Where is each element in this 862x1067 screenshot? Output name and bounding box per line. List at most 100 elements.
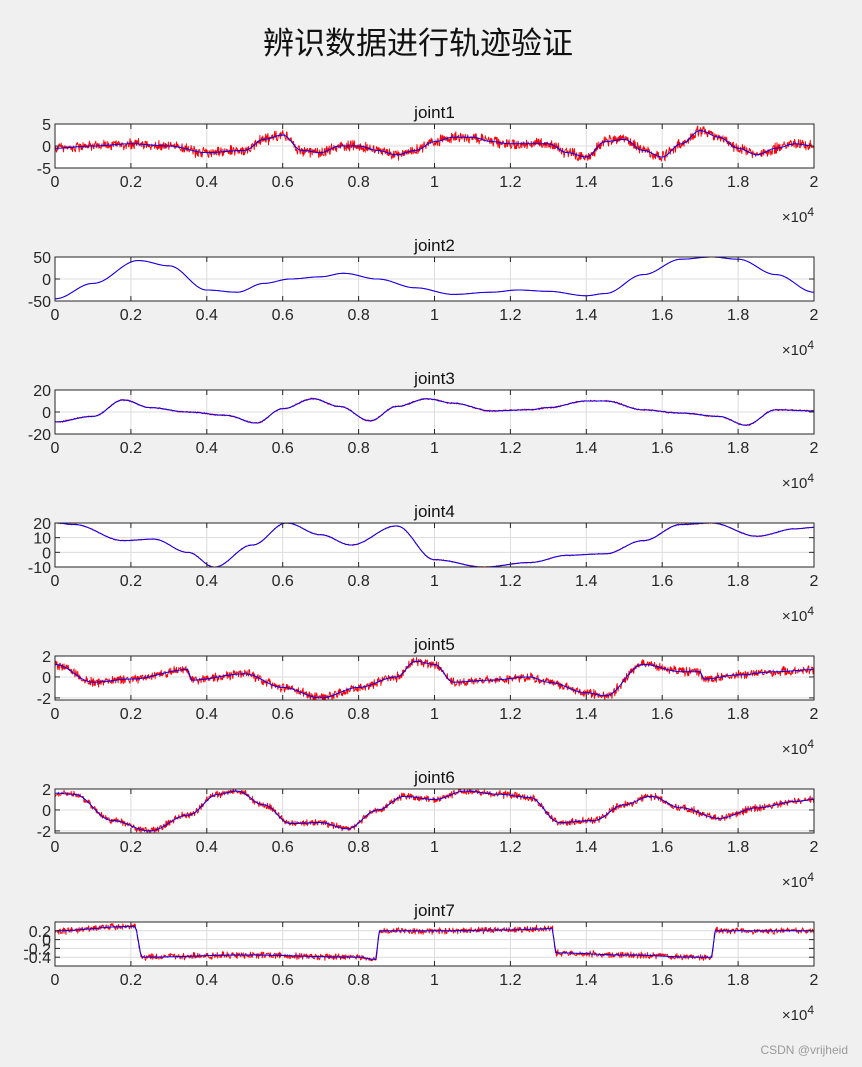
y-tick-label: 50 [33, 250, 51, 267]
x-tick-label: 1.6 [651, 573, 673, 590]
axes-title: joint2 [413, 236, 455, 255]
x-exponent-label: ×104 [782, 604, 814, 625]
axes-title: joint3 [413, 369, 455, 388]
series-line-blue [55, 660, 814, 699]
x-tick-label: 1.4 [575, 706, 597, 723]
x-tick-label: 0 [51, 174, 60, 191]
axes-joint2: 0 0.2 0.4 0.6 0.8 1 1.2 1.4 1.6 1.8 2-50050joint2×… [28, 236, 819, 359]
x-tick-label: 0.8 [347, 706, 369, 723]
x-tick-label: 0.8 [347, 839, 369, 856]
y-tick-label: -0.4 [23, 950, 51, 967]
x-tick-label: 1.4 [575, 307, 597, 324]
x-tick-label: 1.8 [727, 839, 749, 856]
series-group [55, 657, 814, 700]
x-tick-label: 0 [51, 440, 60, 457]
x-tick-label: 2 [810, 174, 819, 191]
x-tick-label: 1.4 [575, 440, 597, 457]
y-tick-label: 5 [42, 117, 51, 134]
series-group [55, 923, 814, 962]
y-tick-label: 0 [42, 405, 51, 422]
x-tick-label: 0 [51, 839, 60, 856]
series-line-blue [55, 130, 814, 158]
y-tick-label: 0 [42, 670, 51, 687]
x-tick-label: 1.8 [727, 307, 749, 324]
x-tick-label: 1.8 [727, 440, 749, 457]
x-tick-label: 0.4 [196, 307, 218, 324]
axes-title: joint4 [413, 502, 455, 521]
y-tick-label: 10 [33, 531, 51, 548]
x-tick-label: 1.8 [727, 573, 749, 590]
y-tick-label: 20 [33, 383, 51, 400]
watermark-text: CSDN @vrijheid [760, 1043, 848, 1057]
axes-title: joint6 [413, 768, 455, 787]
x-tick-label: 1 [430, 972, 439, 989]
y-tick-label: -5 [37, 161, 51, 178]
x-tick-label: 1.8 [727, 972, 749, 989]
y-tick-label: 20 [33, 516, 51, 533]
axes-joint6: 0 0.2 0.4 0.6 0.8 1 1.2 1.4 1.6 1.8 2-202joint6×10… [37, 768, 819, 891]
x-tick-label: 2 [810, 307, 819, 324]
x-tick-label: 1.8 [727, 706, 749, 723]
x-tick-label: 0.2 [120, 573, 142, 590]
x-tick-label: 1 [430, 440, 439, 457]
x-tick-label: 2 [810, 972, 819, 989]
y-tick-label: 0 [42, 803, 51, 820]
axes-joint1: 0 0.2 0.4 0.6 0.8 1 1.2 1.4 1.6 1.8 2-505joint1×10… [37, 103, 819, 226]
x-tick-label: 1.4 [575, 174, 597, 191]
x-tick-label: 0.4 [196, 839, 218, 856]
x-tick-label: 2 [810, 839, 819, 856]
series-group [55, 125, 814, 162]
x-tick-label: 0.6 [272, 307, 294, 324]
x-tick-label: 1 [430, 706, 439, 723]
y-tick-label: -50 [28, 294, 51, 311]
x-tick-label: 0 [51, 972, 60, 989]
x-tick-label: 0.6 [272, 839, 294, 856]
x-tick-label: 0.2 [120, 307, 142, 324]
x-tick-label: 1 [430, 174, 439, 191]
x-tick-label: 0.8 [347, 573, 369, 590]
axes-joint5: 0 0.2 0.4 0.6 0.8 1 1.2 1.4 1.6 1.8 2-202joint5×10… [37, 635, 819, 758]
series-line-blue [55, 523, 814, 567]
axes-joint4: 0 0.2 0.4 0.6 0.8 1 1.2 1.4 1.6 1.8 2-1001020joint… [28, 502, 819, 625]
x-tick-label: 1.6 [651, 839, 673, 856]
x-tick-label: 0.6 [272, 972, 294, 989]
x-tick-label: 2 [810, 573, 819, 590]
y-tick-label: 0 [42, 272, 51, 289]
y-tick-label: 0 [42, 933, 51, 950]
x-tick-label: 1.6 [651, 440, 673, 457]
x-exponent-label: ×104 [782, 870, 814, 891]
x-tick-label: 1.2 [499, 307, 521, 324]
axes-title: joint7 [413, 901, 455, 920]
x-tick-label: 1.2 [499, 839, 521, 856]
y-tick-label: -0.2 [23, 941, 51, 958]
x-tick-label: 1.2 [499, 440, 521, 457]
y-tick-label: 0 [42, 545, 51, 562]
y-tick-label: -20 [28, 427, 51, 444]
x-tick-label: 0.4 [196, 972, 218, 989]
x-tick-label: 0.2 [120, 174, 142, 191]
x-tick-label: 2 [810, 706, 819, 723]
series-line-blue [55, 398, 814, 426]
y-tick-label: 2 [42, 649, 51, 666]
axes-joint7: 0 0.2 0.4 0.6 0.8 1 1.2 1.4 1.6 1.8 2-0.4-0.200.2j… [23, 901, 818, 1024]
series-line-blue [55, 790, 814, 832]
series-group [55, 523, 814, 567]
x-tick-label: 1.6 [651, 972, 673, 989]
x-tick-label: 1 [430, 839, 439, 856]
x-tick-label: 1.4 [575, 839, 597, 856]
x-exponent-label: ×104 [782, 1003, 814, 1024]
y-tick-label: -2 [37, 824, 51, 841]
x-tick-label: 1.2 [499, 573, 521, 590]
x-tick-label: 0.8 [347, 307, 369, 324]
x-exponent-label: ×104 [782, 205, 814, 226]
x-tick-label: 1.2 [499, 706, 521, 723]
x-tick-label: 1.2 [499, 972, 521, 989]
axes-title: joint5 [413, 635, 455, 654]
axes-joint3: 0 0.2 0.4 0.6 0.8 1 1.2 1.4 1.6 1.8 2-20020joint3×… [28, 369, 819, 492]
axes-title: joint1 [413, 103, 455, 122]
x-tick-label: 0.8 [347, 440, 369, 457]
series-line-blue [55, 925, 814, 960]
x-exponent-label: ×104 [782, 737, 814, 758]
y-tick-label: 2 [42, 782, 51, 799]
